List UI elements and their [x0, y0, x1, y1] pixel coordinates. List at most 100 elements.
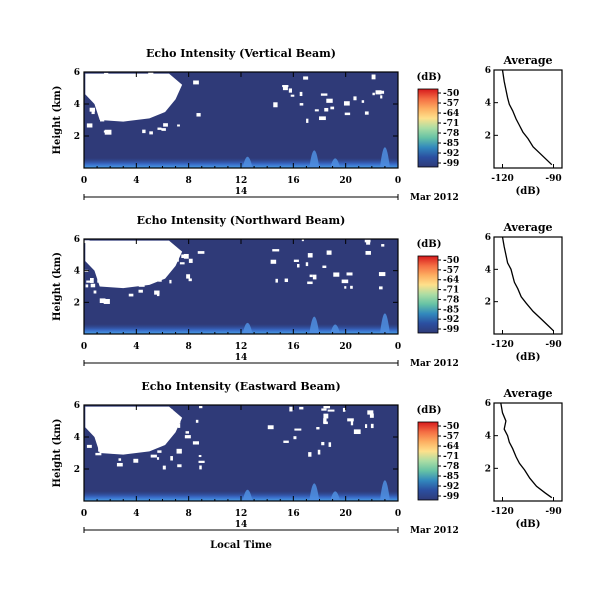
echo-plume: [242, 156, 253, 168]
colorbar-tick-label: -92: [443, 482, 459, 492]
x-tick-label: 0: [395, 342, 401, 352]
y-tick-label: 6: [74, 401, 80, 411]
profile-x-tick-label: -120: [491, 507, 514, 517]
data-gap-speckle: [136, 247, 142, 250]
profile-x-axis-label: (dB): [516, 186, 541, 197]
x-tick-label: 0: [395, 176, 401, 186]
colorbar-tick-label: -64: [443, 109, 459, 119]
x-tick-label: 20: [339, 342, 352, 352]
data-gap-speckle: [118, 458, 122, 461]
data-gap-speckle: [142, 90, 149, 95]
data-gap-speckle: [93, 290, 97, 294]
profile-y-tick-label: 6: [485, 66, 491, 76]
profile-y-tick-label: 4: [485, 99, 491, 109]
data-gap-speckle: [196, 113, 201, 117]
data-gap-speckle: [128, 293, 134, 297]
data-gap-speckle: [112, 79, 117, 82]
data-gap-speckle: [152, 105, 156, 111]
data-gap-speckle: [137, 79, 143, 84]
x-tick-label: 16: [287, 342, 300, 352]
data-gap-speckle: [330, 106, 335, 110]
data-gap-speckle: [323, 418, 327, 424]
data-gap-speckle: [86, 123, 93, 128]
data-gap-speckle: [154, 108, 161, 113]
data-gap-speckle: [179, 262, 185, 265]
data-gap-speckle: [138, 284, 145, 287]
y-tick-label: 2: [74, 298, 80, 308]
date-day-label: 14: [235, 353, 248, 363]
data-gap-speckle: [116, 409, 122, 415]
data-gap-speckle: [381, 244, 385, 247]
x-tick-label: 0: [81, 509, 87, 519]
data-gap-speckle: [181, 254, 186, 259]
x-axis-label: Local Time: [210, 540, 272, 551]
data-gap-speckle: [312, 274, 317, 280]
colorbar-tick-label: -85: [443, 472, 459, 482]
x-tick-label: 12: [235, 509, 248, 519]
data-gap-speckle: [112, 267, 118, 271]
data-gap-speckle: [328, 442, 332, 447]
data-gap-speckle: [305, 262, 309, 267]
data-gap-speckle: [137, 87, 141, 93]
data-gap-speckle: [159, 425, 162, 431]
date-day-label: 14: [235, 520, 248, 530]
data-gap-speckle: [378, 272, 386, 277]
data-gap-speckle: [170, 409, 173, 414]
data-gap-speckle: [308, 452, 312, 457]
data-gap-speckle: [193, 80, 199, 85]
colorbar-tick-label: -57: [443, 432, 459, 442]
data-gap-speckle: [344, 112, 351, 116]
data-gap-speckle: [158, 275, 165, 278]
data-gap-speckle: [154, 290, 160, 295]
data-gap-speckle: [111, 450, 116, 454]
colorbar-tick-label: -99: [443, 159, 459, 169]
data-gap-speckle: [141, 98, 145, 102]
panel-title: Echo Intensity (Northward Beam): [137, 214, 346, 227]
data-gap-speckle: [185, 431, 189, 434]
data-gap-speckle: [174, 421, 181, 424]
data-gap-speckle: [369, 413, 374, 418]
data-gap-speckle: [195, 419, 199, 423]
data-gap-speckle: [148, 112, 152, 118]
data-gap-speckle: [115, 86, 123, 92]
data-gap-speckle: [148, 72, 154, 78]
echo-plume: [379, 147, 390, 168]
colorbar-tick-label: -78: [443, 462, 459, 472]
data-gap-speckle: [350, 420, 354, 426]
data-gap-speckle: [380, 90, 385, 94]
data-gap-speckle: [134, 409, 138, 413]
y-tick-label: 2: [74, 132, 80, 142]
data-gap-speckle: [379, 286, 383, 290]
data-gap-speckle: [104, 129, 112, 135]
data-gap-speckle: [135, 109, 141, 115]
data-gap-speckle: [367, 410, 374, 415]
x-tick-label: 16: [287, 176, 300, 186]
echo-plume: [330, 491, 341, 501]
colorbar: [417, 255, 439, 334]
data-gap-speckle: [84, 240, 90, 244]
x-tick-label: 12: [235, 342, 248, 352]
data-gap-speckle: [267, 425, 274, 430]
data-gap-speckle: [364, 424, 368, 428]
profile-title: Average: [502, 387, 552, 400]
data-gap-speckle: [288, 88, 292, 93]
data-gap-speckle: [364, 239, 371, 243]
colorbar-tick-label: -99: [443, 492, 459, 502]
echo-plume: [242, 322, 253, 334]
y-tick-label: 4: [74, 433, 80, 443]
date-month-label: Mar 2012: [410, 359, 459, 369]
x-tick-label: 0: [81, 342, 87, 352]
echo-plume: [379, 480, 390, 501]
date-month-label: Mar 2012: [410, 526, 459, 536]
colorbar-tick-label: -71: [443, 119, 459, 129]
x-tick-label: 0: [395, 509, 401, 519]
data-gap-speckle: [134, 258, 142, 264]
data-gap-speckle: [364, 111, 369, 115]
data-gap-speckle: [375, 90, 382, 95]
data-gap-speckle: [299, 406, 304, 410]
data-gap-speckle: [197, 251, 205, 254]
data-gap-speckle: [146, 242, 149, 246]
colorbar: [417, 88, 439, 168]
data-gap-speckle: [100, 119, 105, 122]
profile-y-tick-label: 2: [485, 298, 491, 308]
